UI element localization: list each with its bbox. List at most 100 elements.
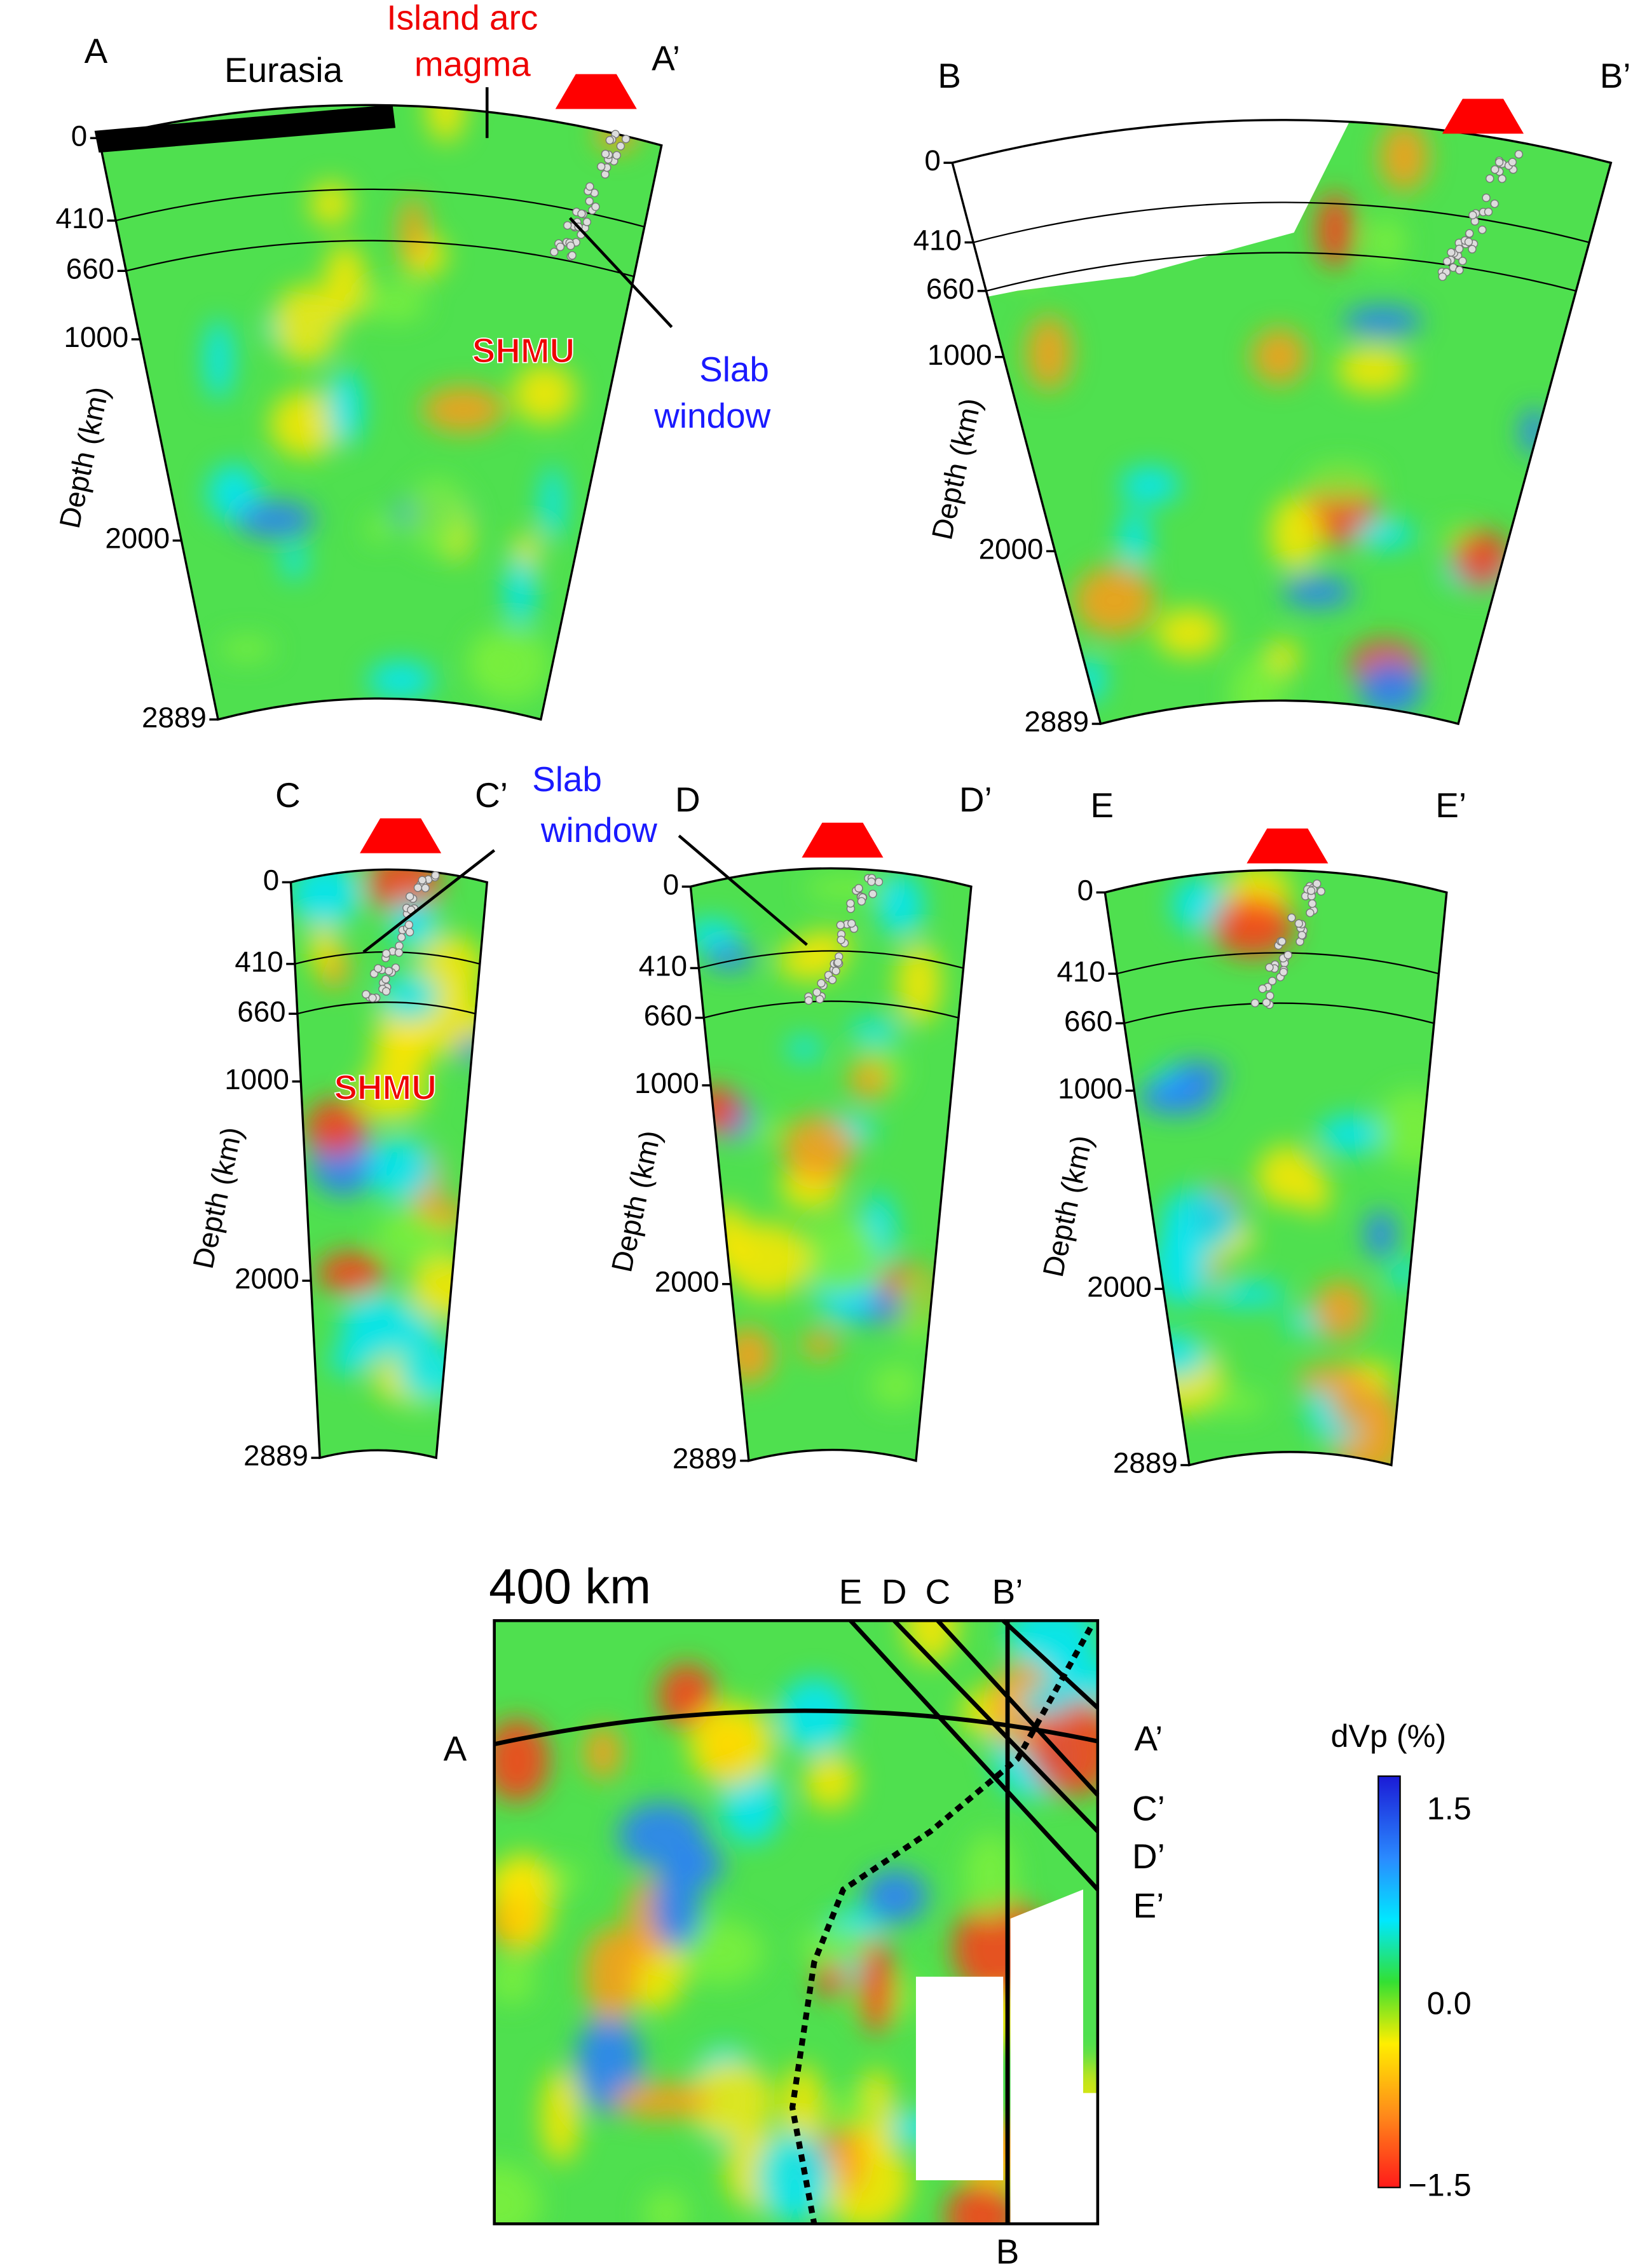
earthquake <box>1313 879 1322 888</box>
earthquake <box>1294 919 1303 928</box>
earthquake <box>1297 930 1306 940</box>
earthquake <box>601 149 610 158</box>
earthquake <box>577 209 586 218</box>
earthquake <box>1283 951 1292 960</box>
annotation: SHMU <box>334 1068 437 1107</box>
axis-title: Depth (km) <box>605 1127 667 1275</box>
anomaly <box>1119 466 1180 505</box>
depth-tick-label: 2000 <box>979 533 1044 565</box>
earthquake <box>846 899 855 908</box>
depth-tick-label: 1000 <box>1058 1072 1123 1104</box>
earthquake <box>1266 991 1274 1000</box>
profile-line <box>936 1619 1100 1797</box>
earthquake <box>421 883 430 893</box>
anomaly <box>801 1331 838 1359</box>
discontinuity-line <box>973 201 1590 243</box>
anomaly <box>1336 346 1410 393</box>
anomaly <box>372 1023 433 1084</box>
depth-tick-label: 2889 <box>1113 1447 1178 1479</box>
earthquake <box>1443 257 1452 266</box>
earthquake <box>612 151 621 160</box>
profile-label: B <box>996 2232 1020 2268</box>
earthquake <box>1491 165 1500 174</box>
anomaly <box>282 542 306 581</box>
anomaly <box>366 869 442 914</box>
discontinuity-line <box>1116 952 1439 975</box>
discontinuity-line <box>126 240 634 278</box>
depth-tick-label: 660 <box>926 273 974 305</box>
profile-label: E’ <box>1133 1886 1165 1925</box>
anomaly <box>399 196 427 264</box>
section-outline <box>689 867 973 1462</box>
anomaly <box>862 1869 928 1924</box>
anomaly <box>849 1019 902 1042</box>
anomaly <box>1304 463 1379 501</box>
depth-tick-label: 2000 <box>655 1266 720 1298</box>
section-outline <box>951 119 1613 726</box>
depth-tick-label: 660 <box>644 1000 692 1032</box>
depth-tick-label: 410 <box>639 950 687 982</box>
arrow <box>568 217 673 329</box>
depth-tick-label: 660 <box>66 252 114 285</box>
anomaly <box>877 873 924 937</box>
depth-tick-label: 2000 <box>1087 1270 1152 1303</box>
profile-label: C <box>925 1572 950 1612</box>
colorbar-title: dVp (%) <box>1330 1718 1446 1754</box>
earthquake <box>1316 887 1325 896</box>
annotation: Eurasia <box>224 50 343 90</box>
anomaly <box>235 501 316 538</box>
depth-tick-label: 660 <box>1064 1005 1112 1037</box>
eurasia-bar <box>94 104 396 153</box>
depth-tick-label: 0 <box>663 868 679 900</box>
anomaly <box>804 1753 857 1809</box>
earthquake <box>568 251 577 260</box>
earthquake <box>406 928 414 937</box>
anomaly <box>681 1842 723 1887</box>
depth-tick-label: 2889 <box>142 701 207 733</box>
profile-label: B <box>938 56 961 95</box>
earthquake <box>812 988 821 997</box>
anomaly <box>1270 496 1322 571</box>
earthquake <box>1464 238 1473 247</box>
anomaly <box>1452 530 1512 588</box>
profile-line <box>1001 1619 1100 1710</box>
profile-label: C <box>275 775 301 815</box>
depth-tick-label: 2889 <box>673 1443 737 1475</box>
earthquake <box>847 919 856 928</box>
earthquake <box>1287 913 1296 922</box>
depth-tick-label: 410 <box>56 202 104 234</box>
earthquake <box>1447 248 1456 257</box>
anomaly <box>1252 328 1307 384</box>
anomaly <box>650 1863 702 1950</box>
depth-tick-label: 1000 <box>634 1067 699 1099</box>
arrow <box>678 834 808 946</box>
anomaly <box>583 1927 640 2022</box>
anomaly <box>778 1678 851 1753</box>
discontinuity-line <box>986 252 1576 292</box>
earthquake <box>1482 193 1491 202</box>
anomaly <box>512 363 577 424</box>
anomaly <box>317 1251 386 1294</box>
earthquake <box>418 876 427 885</box>
earthquake <box>1268 977 1277 986</box>
anomaly <box>782 1115 855 1182</box>
anomaly <box>1366 217 1405 268</box>
earthquake <box>382 949 391 958</box>
earthquake <box>867 877 876 886</box>
anomaly <box>1357 659 1424 716</box>
anomaly <box>310 923 337 974</box>
earthquake <box>868 890 877 899</box>
earthquake <box>374 964 383 973</box>
anomaly <box>612 2082 711 2119</box>
axis-title: Depth (km) <box>926 395 987 543</box>
anomaly <box>364 284 427 322</box>
anomaly <box>1375 1089 1447 1169</box>
depth-tick-label: 410 <box>913 224 962 257</box>
earthquake <box>1486 174 1494 183</box>
depth-tick-label: 2889 <box>243 1439 308 1472</box>
anomaly <box>1119 508 1151 569</box>
anomaly <box>367 661 435 700</box>
earthquake <box>1498 174 1507 183</box>
axis-title: Depth (km) <box>187 1124 249 1272</box>
earthquake <box>833 958 843 967</box>
